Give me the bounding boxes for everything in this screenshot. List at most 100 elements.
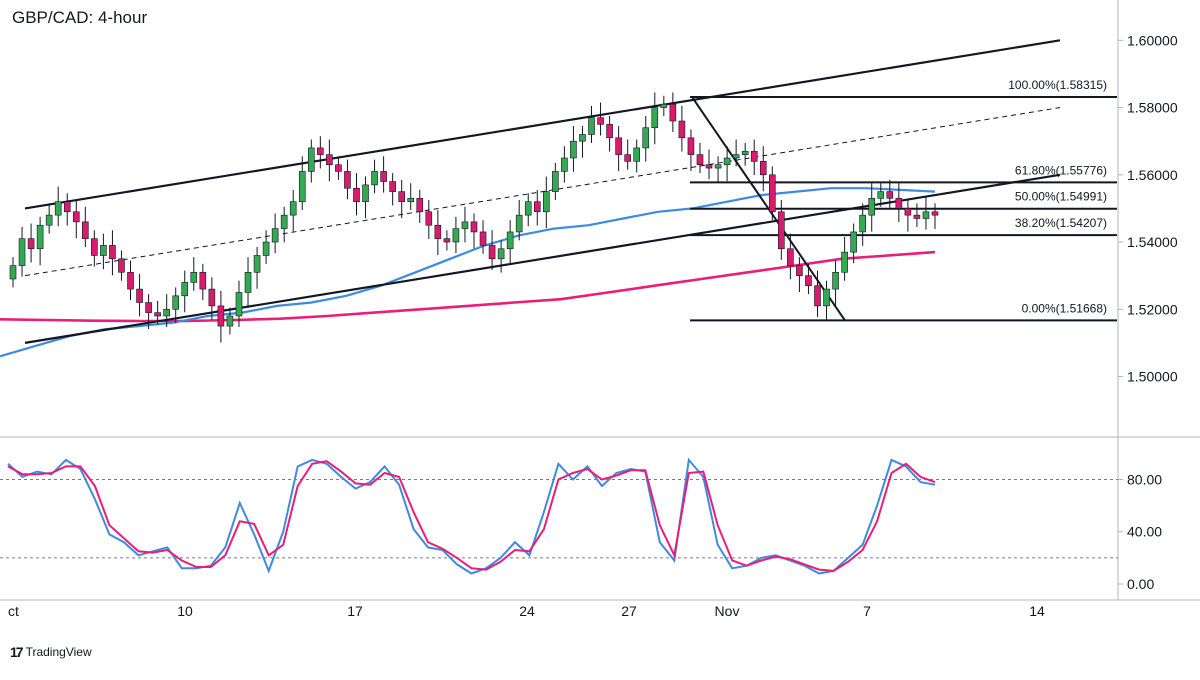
candle-body (533, 201, 541, 213)
candle-body (63, 201, 71, 213)
stoch-tick-label: 80.00 (1127, 471, 1162, 487)
candle-body (895, 198, 903, 209)
candle-body (271, 228, 279, 243)
candle-body (425, 211, 433, 226)
candle-body (904, 208, 912, 216)
candle-body (72, 211, 80, 223)
candle (163, 294, 170, 328)
time-tick-label: Nov (715, 603, 740, 619)
candle-body (434, 224, 442, 239)
fib-level-label: 38.20%(1.54207) (1015, 216, 1107, 230)
candle-body (317, 147, 324, 155)
candle-body (443, 238, 451, 243)
candle (660, 95, 668, 116)
candle-body (561, 157, 568, 172)
candle (723, 146, 731, 182)
candle (298, 156, 306, 211)
candle (895, 183, 903, 223)
candle-body (235, 292, 243, 317)
candle (687, 129, 695, 172)
candle-body (479, 231, 487, 246)
candle-body (651, 107, 659, 129)
candle (362, 176, 369, 219)
price-tick-label: 1.54000 (1127, 234, 1178, 250)
candle (579, 126, 586, 158)
candle-body (407, 198, 415, 202)
candle-body (181, 282, 189, 297)
candle (805, 263, 812, 295)
candle-body (488, 245, 496, 260)
candle (389, 173, 396, 206)
fib-level-label: 50.00%(1.54991) (1015, 190, 1107, 204)
candle-body (307, 147, 315, 172)
stochastic-d-line (7, 460, 936, 572)
candle-body (18, 238, 26, 266)
candle (732, 139, 740, 167)
candle (470, 213, 478, 249)
price-axis: 1.60000 1.58000 1.56000 1.54000 1.52000 1.500… (0, 0, 1200, 601)
candle-body (82, 221, 89, 239)
candle-body (154, 312, 161, 317)
candle-body (696, 154, 704, 166)
time-tick-label: ct (8, 603, 19, 619)
candle (931, 203, 939, 229)
candle (561, 146, 568, 183)
candle (307, 139, 315, 183)
candle (814, 270, 821, 317)
candle-body (91, 238, 98, 256)
candle (552, 163, 559, 201)
candle (416, 189, 424, 223)
candle (118, 250, 125, 281)
candle (741, 142, 749, 166)
price-tick-label: 1.50000 (1127, 368, 1178, 384)
candle (597, 102, 604, 136)
candle-body (678, 120, 686, 139)
candle-body (470, 221, 478, 233)
candle (27, 223, 35, 263)
candle-body (922, 211, 930, 219)
time-tick-label: 24 (519, 603, 535, 619)
candle (759, 146, 767, 192)
candle-body (335, 164, 342, 172)
candle (497, 240, 505, 273)
candle (696, 142, 704, 174)
candle (344, 159, 351, 200)
candle-body (100, 245, 107, 256)
candle (54, 186, 62, 227)
candle (606, 115, 613, 152)
candle (181, 270, 189, 313)
candle (823, 280, 830, 320)
candle (190, 257, 198, 291)
candle-body (552, 171, 559, 192)
candle-body (371, 171, 378, 186)
candle-body (27, 238, 35, 250)
candle-body (54, 201, 62, 216)
candle-body (36, 224, 44, 250)
candle (642, 115, 650, 162)
candle-body (172, 295, 180, 310)
candle (796, 257, 803, 293)
candle-body (579, 134, 586, 142)
candle (136, 273, 143, 317)
candle-body (280, 214, 288, 229)
candle-body (705, 164, 713, 169)
candle (82, 206, 89, 248)
channel-lower-line (24, 173, 1061, 344)
candle-body (823, 288, 830, 307)
candle-body (344, 171, 351, 189)
candle-body (832, 271, 839, 290)
price-tick-label: 1.60000 (1127, 32, 1178, 48)
candle-body (380, 171, 387, 182)
candle (280, 206, 288, 243)
candle-body (362, 184, 369, 202)
candle-body (543, 191, 550, 213)
candle (868, 183, 876, 232)
candle (208, 277, 216, 320)
candle-body (298, 171, 306, 202)
candle-body (750, 150, 758, 162)
tradingview-logo-icon: 17 (10, 644, 24, 660)
fibonacci-retracement: 100.00%(1.58315) 61.80%(1.55776) 50.00%(1.… (690, 78, 1117, 322)
candle (886, 179, 894, 210)
candle-body (913, 214, 921, 219)
